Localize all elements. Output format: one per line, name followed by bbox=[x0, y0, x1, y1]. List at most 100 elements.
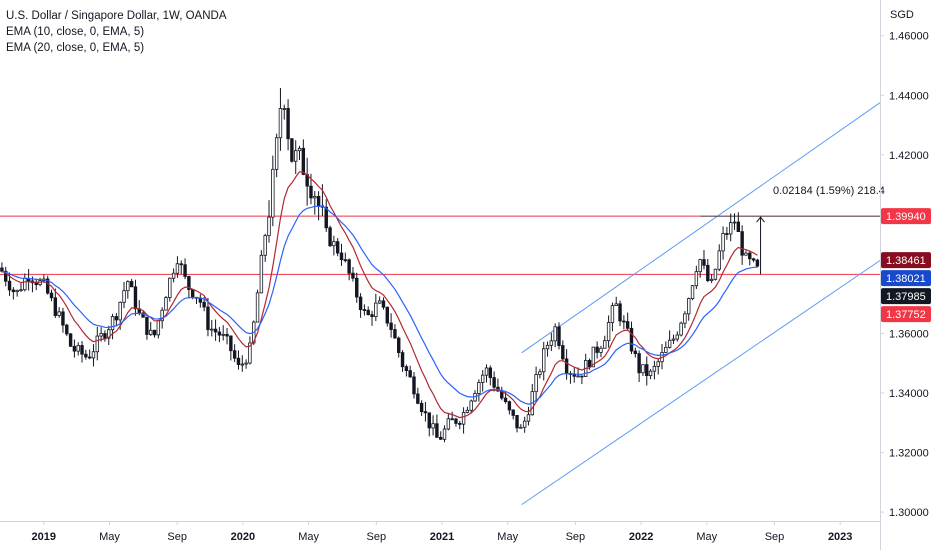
candle bbox=[622, 315, 626, 330]
candle-body bbox=[687, 298, 691, 315]
candle bbox=[385, 306, 389, 327]
price-tag: 1.37985 bbox=[881, 288, 931, 305]
trend-channel bbox=[521, 102, 881, 506]
price-tag-bg bbox=[881, 252, 931, 269]
candle bbox=[549, 332, 554, 352]
candle bbox=[751, 257, 756, 263]
candle-body bbox=[526, 414, 531, 422]
candle bbox=[57, 307, 61, 318]
candle-body bbox=[538, 371, 542, 375]
candle bbox=[648, 369, 653, 380]
candle-body bbox=[587, 359, 592, 368]
candle-body bbox=[309, 185, 313, 199]
candle-body bbox=[698, 259, 702, 273]
price-tick-label: 1.30000 bbox=[889, 507, 929, 519]
candle-body bbox=[168, 277, 172, 298]
candle bbox=[65, 323, 69, 337]
time-tick-label: May bbox=[99, 531, 120, 543]
candle bbox=[343, 252, 348, 263]
candle-body bbox=[183, 264, 187, 277]
candle-body bbox=[301, 147, 306, 175]
candle bbox=[721, 226, 725, 260]
candle-body bbox=[282, 108, 286, 110]
candle-body bbox=[80, 345, 84, 355]
price-tick-label: 1.36000 bbox=[889, 328, 929, 340]
candle-body bbox=[637, 353, 641, 374]
candle-body bbox=[603, 340, 607, 349]
candle-body bbox=[11, 289, 16, 293]
candle bbox=[259, 250, 264, 294]
candle-body bbox=[721, 233, 725, 252]
candle bbox=[129, 278, 134, 288]
candle-body bbox=[213, 328, 218, 333]
candle-body bbox=[110, 316, 115, 331]
candle bbox=[76, 342, 80, 356]
candle bbox=[637, 350, 641, 382]
candle bbox=[324, 199, 328, 232]
price-tag: 1.39940 bbox=[881, 208, 931, 225]
candle-body bbox=[629, 327, 634, 352]
candle bbox=[240, 355, 245, 372]
candle-body bbox=[564, 358, 569, 374]
candle-body bbox=[0, 267, 4, 272]
candle-body bbox=[385, 306, 389, 324]
candle bbox=[248, 336, 252, 365]
candle-body bbox=[576, 375, 580, 378]
candle-body bbox=[542, 348, 546, 373]
price-tick-label: 1.44000 bbox=[889, 90, 929, 102]
candle-body bbox=[641, 364, 645, 374]
candle-body bbox=[755, 259, 760, 267]
candle bbox=[152, 329, 157, 338]
candle bbox=[679, 321, 683, 337]
plot-area[interactable] bbox=[0, 0, 880, 521]
candle bbox=[709, 274, 714, 284]
price-tick-label: 1.46000 bbox=[889, 31, 929, 43]
candle bbox=[294, 140, 298, 174]
candle-body bbox=[515, 415, 519, 429]
candle-body bbox=[439, 437, 443, 440]
candle bbox=[213, 319, 218, 341]
candle-body bbox=[717, 250, 721, 270]
ema20-line bbox=[1, 205, 758, 405]
candle-body bbox=[72, 345, 77, 352]
candle-body bbox=[57, 311, 61, 316]
candle-body bbox=[34, 282, 38, 286]
candle-body bbox=[126, 281, 130, 292]
time-tick-label: Sep bbox=[167, 531, 187, 543]
candle bbox=[698, 258, 702, 278]
price-tag-label: 1.39940 bbox=[886, 211, 926, 223]
candle-body bbox=[656, 361, 660, 367]
candle-body bbox=[450, 418, 454, 421]
candle-body bbox=[145, 316, 149, 335]
candle-body bbox=[404, 366, 409, 371]
candle bbox=[507, 400, 512, 415]
candle bbox=[263, 233, 267, 262]
candle bbox=[671, 334, 676, 345]
candle-body bbox=[431, 423, 435, 429]
candle bbox=[431, 415, 435, 436]
candle bbox=[744, 250, 748, 256]
price-tag-label: 1.38461 bbox=[886, 255, 926, 267]
candle-body bbox=[709, 278, 714, 282]
candle bbox=[458, 420, 462, 430]
candle bbox=[236, 350, 241, 370]
candle bbox=[526, 406, 531, 426]
candle bbox=[633, 347, 638, 358]
candle bbox=[702, 250, 706, 270]
price-tick-label: 1.34000 bbox=[889, 388, 929, 400]
candle bbox=[606, 315, 611, 348]
candle-body bbox=[522, 420, 527, 428]
candle-body bbox=[465, 409, 470, 413]
candle bbox=[667, 330, 672, 349]
candle bbox=[255, 289, 260, 323]
candle bbox=[393, 324, 397, 339]
time-tick-label: May bbox=[298, 531, 319, 543]
candle bbox=[362, 304, 367, 316]
candle bbox=[68, 333, 73, 347]
candle-body bbox=[156, 320, 161, 336]
candle bbox=[423, 402, 428, 422]
candle-body bbox=[557, 326, 561, 346]
candle-body bbox=[99, 333, 103, 337]
candle bbox=[713, 268, 718, 281]
